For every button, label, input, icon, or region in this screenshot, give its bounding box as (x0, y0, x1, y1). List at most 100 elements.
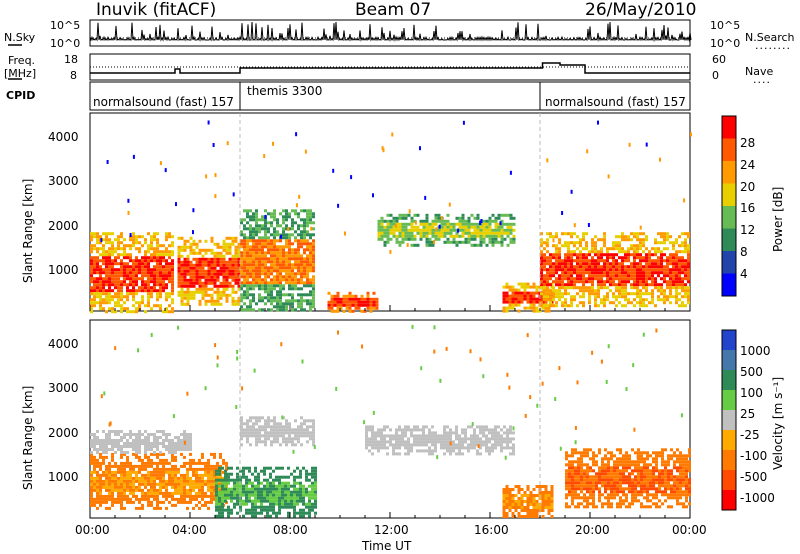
heatmap-cell (180, 452, 183, 456)
heatmap-cell (506, 446, 509, 450)
heatmap-cell (300, 428, 303, 432)
power-cbar-tick: 12 (740, 223, 756, 237)
heatmap-cell (102, 473, 105, 477)
heatmap-cell (93, 479, 96, 483)
heatmap-cell (251, 487, 254, 491)
heatmap-cell (90, 451, 93, 454)
heatmap-cell (299, 490, 302, 494)
heatmap-cell (255, 269, 258, 273)
heatmap-cell (213, 488, 216, 492)
heatmap-cell (555, 289, 558, 293)
heatmap-cell (552, 256, 555, 260)
heatmap-cell (419, 449, 422, 453)
heatmap-cell (585, 256, 588, 260)
heatmap-cell (108, 473, 111, 477)
heatmap-cell (227, 481, 230, 485)
heatmap-cell (296, 511, 299, 515)
heatmap-cell (186, 467, 189, 471)
heatmap-cell (497, 431, 500, 435)
heatmap-cell (434, 440, 437, 444)
heatmap-cell (547, 503, 551, 506)
heatmap-cell (165, 461, 168, 465)
heatmap-cell (547, 509, 551, 512)
heatmap-cell (455, 222, 459, 226)
heatmap-cell (288, 440, 291, 444)
heatmap-cell (189, 236, 193, 240)
heatmap-cell (263, 490, 266, 494)
heatmap-cell (162, 250, 165, 254)
heatmap-cell (546, 271, 549, 275)
heatmap-cell (207, 248, 211, 252)
heatmap-cell (380, 237, 384, 241)
heatmap-cell (401, 431, 404, 435)
heatmap-cell (404, 228, 408, 232)
velocity-cbar-tick: 1000 (740, 344, 771, 358)
heatmap-cell (532, 494, 536, 497)
heatmap-cell (254, 475, 257, 479)
heatmap-cell (660, 265, 663, 269)
heatmap-cell (312, 215, 315, 219)
heatmap-cell (588, 277, 591, 281)
heatmap-cell (114, 277, 117, 281)
heatmap-cell (180, 479, 183, 483)
heatmap-cell (309, 284, 312, 288)
heatmap-cell (549, 274, 552, 278)
heatmap-cell (535, 509, 539, 512)
heatmap-cell (108, 253, 111, 257)
heatmap-cell (93, 247, 96, 251)
heatmap-cell (221, 499, 224, 503)
heatmap-cell (180, 442, 183, 445)
heatmap-cell (291, 428, 294, 432)
heatmap-cell (147, 448, 150, 451)
heatmap-cell (138, 265, 141, 269)
heatmap-cell (603, 286, 606, 290)
heatmap-cell (523, 515, 527, 518)
heatmap-cell (144, 442, 147, 445)
heatmap-cell (434, 446, 437, 450)
heatmap-cell (431, 425, 434, 429)
heatmap-cell (257, 475, 260, 479)
heatmap-cell (231, 260, 235, 264)
heatmap-cell (102, 262, 105, 266)
heatmap-cell (410, 431, 413, 435)
heatmap-cell (144, 497, 147, 501)
heatmap-cell (210, 257, 214, 261)
heatmap-cell (476, 225, 480, 229)
heatmap-cell (276, 218, 279, 222)
heatmap-cell (246, 422, 249, 426)
heatmap-cell (186, 272, 190, 276)
heatmap-cell (368, 437, 371, 441)
heatmap-cell (255, 212, 258, 216)
heatmap-cell (264, 278, 267, 282)
heatmap-cell (153, 442, 156, 445)
heatmap-cell (93, 470, 96, 474)
heatmap-cell (270, 434, 273, 438)
heatmap-cell (251, 508, 254, 512)
heatmap-cell (505, 500, 509, 503)
heatmap-cell (252, 233, 255, 237)
heatmap-cell (561, 268, 564, 272)
heatmap-cell (678, 256, 681, 260)
heatmap-cell (543, 253, 546, 257)
heatmap-cell (543, 274, 546, 278)
heatmap-cell (419, 437, 422, 441)
heatmap-cell (192, 242, 196, 246)
heatmap-cell (266, 487, 269, 491)
heatmap-cell (458, 216, 462, 220)
heatmap-cell (114, 262, 117, 266)
heatmap-cell (279, 422, 282, 426)
heatmap-cell (425, 243, 429, 247)
heatmap-cell (132, 259, 135, 263)
heatmap-cell (564, 241, 567, 245)
heatmap-cell (437, 228, 441, 232)
heatmap-cell (532, 503, 536, 506)
heatmap-cell (291, 440, 294, 444)
heatmap-cell (117, 283, 120, 287)
heatmap-cell (540, 259, 543, 263)
heatmap-cell (114, 497, 117, 501)
heatmap-cell (270, 215, 273, 219)
velocity-cbar-tick: 25 (740, 407, 756, 421)
heatmap-cell (192, 506, 195, 510)
heatmap-cell (221, 493, 224, 497)
heatmap-cell (201, 296, 205, 300)
